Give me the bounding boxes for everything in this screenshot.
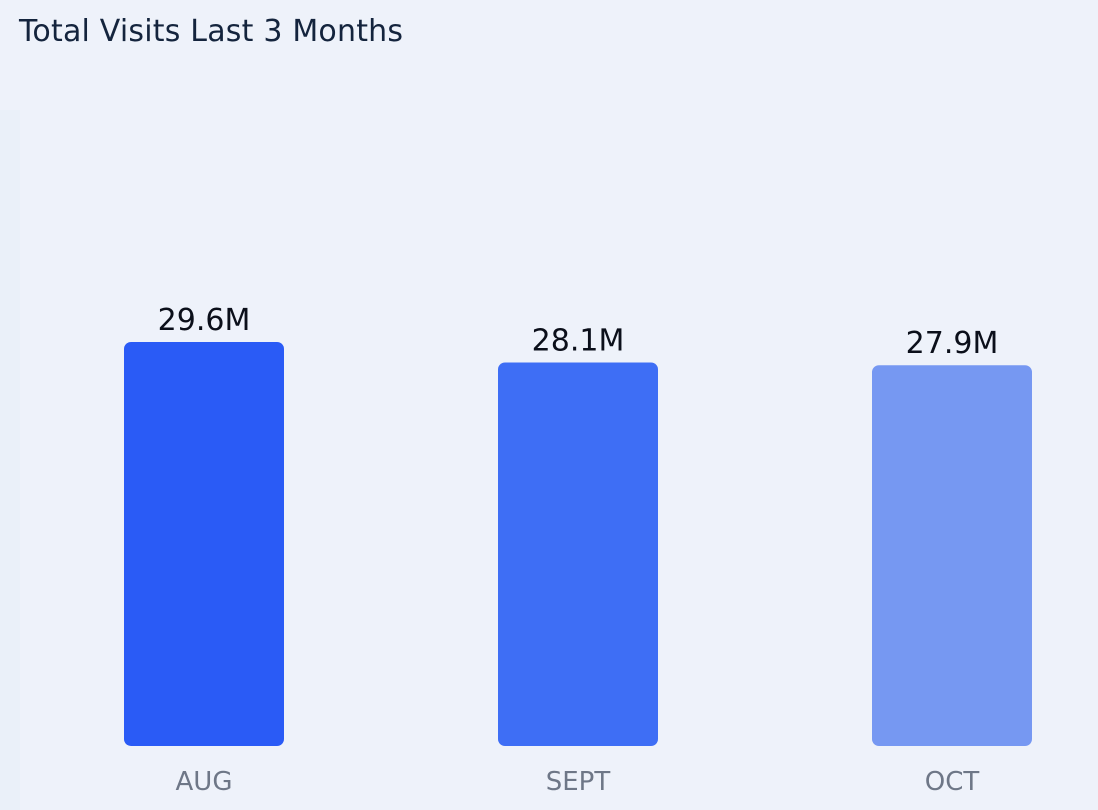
bar-sept: [498, 362, 658, 746]
value-label-aug: 29.6M: [158, 303, 251, 338]
x-tick-label-aug: AUG: [176, 767, 233, 797]
value-label-oct: 27.9M: [906, 326, 999, 361]
value-label-sept: 28.1M: [532, 323, 625, 358]
bar-oct: [872, 365, 1032, 746]
bar-aug: [124, 342, 284, 746]
x-tick-label-sept: SEPT: [546, 767, 611, 797]
plot-frame: [0, 110, 20, 810]
chart-title: Total Visits Last 3 Months: [19, 14, 404, 49]
x-tick-label-oct: OCT: [925, 767, 980, 797]
